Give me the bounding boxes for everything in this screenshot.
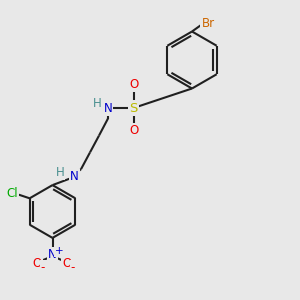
Text: O: O: [62, 257, 71, 270]
Text: S: S: [129, 101, 138, 115]
Text: -: -: [41, 261, 45, 274]
Text: H: H: [93, 97, 102, 110]
Text: Cl: Cl: [6, 187, 18, 200]
Text: +: +: [55, 246, 63, 256]
Text: O: O: [129, 124, 138, 137]
Text: N: N: [70, 170, 79, 184]
Text: N: N: [103, 101, 112, 115]
Text: O: O: [129, 77, 138, 91]
Text: Br: Br: [202, 17, 214, 30]
Text: N: N: [48, 248, 57, 261]
Text: H: H: [56, 166, 64, 179]
Text: O: O: [32, 257, 41, 270]
Text: -: -: [71, 261, 75, 274]
